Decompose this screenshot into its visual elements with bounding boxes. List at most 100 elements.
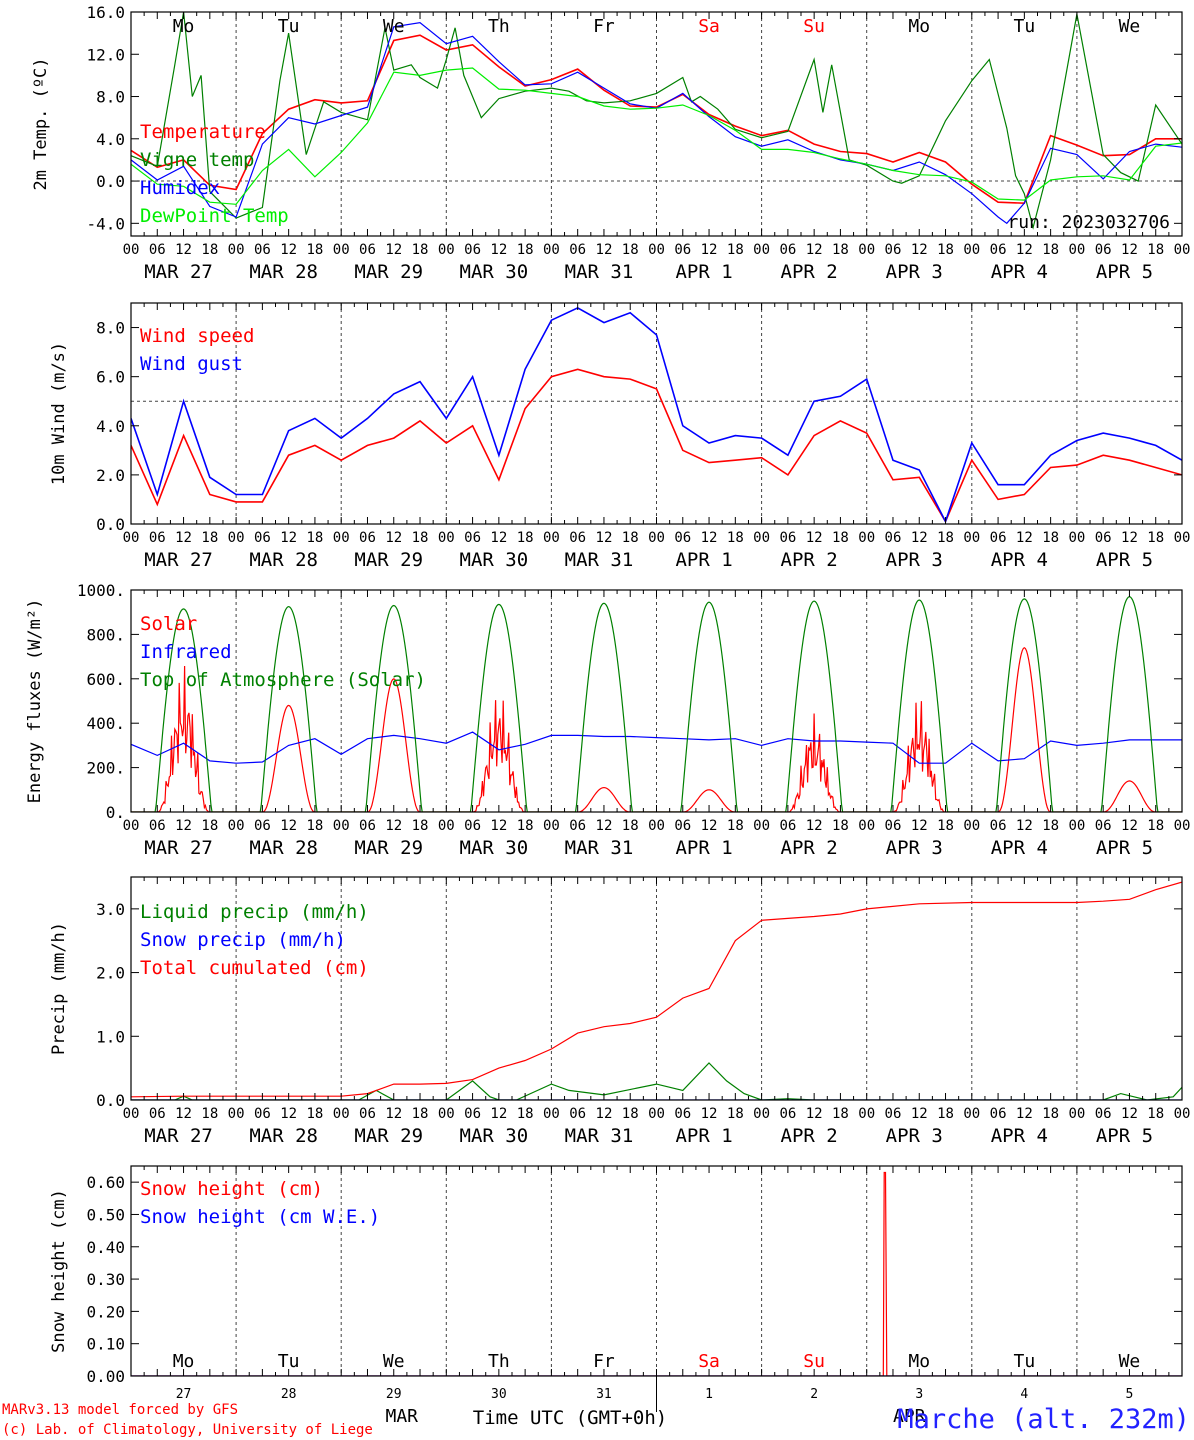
series-group <box>131 12 1182 230</box>
x-day-number: 31 <box>596 1387 612 1402</box>
x-hour-label: 06 <box>1095 1106 1112 1122</box>
x-hour-label: 00 <box>543 242 560 258</box>
series-line-liquid-precip-mm-h- <box>131 1062 1182 1100</box>
x-hour-label: 18 <box>1042 1106 1059 1122</box>
x-hour-label: 06 <box>674 242 691 258</box>
series-line-total-cumulated-cm- <box>131 881 1182 1098</box>
x-date-label: APR 5 <box>1096 1125 1153 1147</box>
x-hour-label: 18 <box>517 530 534 546</box>
x-month-label: APR <box>893 1406 926 1427</box>
x-hour-label: 00 <box>753 1106 770 1122</box>
y-tick-label: 2.0 <box>96 466 125 485</box>
y-tick-label: 0.50 <box>86 1205 125 1224</box>
x-hour-label: 06 <box>674 818 691 834</box>
x-hour-label: 00 <box>858 530 875 546</box>
x-hour-label: 12 <box>490 818 507 834</box>
x-hour-label: 12 <box>806 818 823 834</box>
x-hour-label: 06 <box>1095 818 1112 834</box>
x-hour-label: 12 <box>1016 530 1033 546</box>
x-hour-label: 00 <box>1068 1106 1085 1122</box>
y-tick-label: 8.0 <box>96 319 125 338</box>
legend-entry: Wind speed <box>140 325 254 347</box>
x-hour-label: 12 <box>280 1106 297 1122</box>
x-date-label: APR 3 <box>886 837 943 859</box>
x-hour-label: 12 <box>701 1106 718 1122</box>
x-date-label: APR 3 <box>886 549 943 571</box>
x-hour-label: 18 <box>306 242 323 258</box>
x-hour-label: 18 <box>412 242 429 258</box>
y-tick-label: 800. <box>86 625 125 644</box>
legend-entry: Total cumulated (cm) <box>140 957 369 979</box>
x-day-number: 1 <box>705 1387 713 1402</box>
x-date-label: APR 4 <box>991 261 1048 283</box>
y-tick-label: 1.0 <box>96 1027 125 1046</box>
x-hour-label: 12 <box>806 242 823 258</box>
y-tick-label: 0.40 <box>86 1238 125 1257</box>
x-hour-label: 12 <box>596 530 613 546</box>
x-hour-label: 06 <box>1095 530 1112 546</box>
weekday-label: Mo <box>908 16 930 37</box>
y-tick-label: 0.0 <box>96 1091 125 1110</box>
weekday-label: Tu <box>1014 16 1036 37</box>
x-hour-label: 06 <box>885 1106 902 1122</box>
x-hour-label: 00 <box>1068 242 1085 258</box>
x-hour-label: 06 <box>779 530 796 546</box>
x-hour-label: 12 <box>911 530 928 546</box>
weekday-label: Th <box>488 1351 510 1372</box>
x-day-number: 27 <box>176 1387 192 1402</box>
x-hour-label: 18 <box>727 242 744 258</box>
series-line-snow-height-cm- <box>131 1171 1182 1376</box>
x-hour-label: 18 <box>201 242 218 258</box>
x-hour-label: 00 <box>963 242 980 258</box>
x-date-label: MAR 27 <box>144 261 213 283</box>
x-date-label: MAR 29 <box>354 837 423 859</box>
y-tick-label: 4.0 <box>96 130 125 149</box>
station-label: Marche (alt. 232m) <box>897 1404 1190 1435</box>
y-tick-label: 200. <box>86 759 125 778</box>
x-hour-label: 12 <box>701 530 718 546</box>
x-hour-label: 18 <box>622 530 639 546</box>
x-date-label: MAR 28 <box>249 261 318 283</box>
x-hour-label: 18 <box>1042 818 1059 834</box>
x-hour-label: 06 <box>1095 242 1112 258</box>
x-date-label: APR 5 <box>1096 261 1153 283</box>
y-tick-label: -4.0 <box>86 214 125 233</box>
x-date-label: APR 5 <box>1096 837 1153 859</box>
x-hour-label: 12 <box>1016 1106 1033 1122</box>
x-hour-label: 18 <box>306 818 323 834</box>
x-hour-label: 12 <box>701 818 718 834</box>
y-axis-title: Precip (mm/h) <box>49 922 69 1055</box>
x-hour-label: 12 <box>385 818 402 834</box>
x-hour-label: 12 <box>175 242 192 258</box>
x-date-label: APR 4 <box>991 1125 1048 1147</box>
x-hour-label: 12 <box>280 530 297 546</box>
x-date-label: MAR 30 <box>460 261 529 283</box>
x-hour-label: 12 <box>911 818 928 834</box>
x-hour-label: 00 <box>1174 242 1191 258</box>
x-hour-label: 06 <box>990 242 1007 258</box>
legend-entry: Temperature <box>140 121 266 143</box>
series-group <box>131 881 1182 1100</box>
x-date-label: MAR 31 <box>565 549 634 571</box>
x-hour-label: 12 <box>1016 242 1033 258</box>
x-hour-label: 06 <box>464 530 481 546</box>
y-tick-label: 0.0 <box>96 515 125 534</box>
x-hour-label: 18 <box>201 530 218 546</box>
x-hour-label: 06 <box>885 818 902 834</box>
y-tick-label: 0.60 <box>86 1173 125 1192</box>
series-line-solar <box>131 646 1182 812</box>
x-hour-label: 00 <box>753 530 770 546</box>
x-hour-label: 18 <box>832 818 849 834</box>
x-hour-label: 06 <box>990 818 1007 834</box>
x-date-label: APR 4 <box>991 837 1048 859</box>
series-group <box>131 307 1182 524</box>
x-hour-label: 18 <box>306 530 323 546</box>
weekday-label: Sa <box>698 1351 720 1372</box>
y-axis-title: Energy fluxes (W/m²) <box>25 599 45 804</box>
x-hour-label: 18 <box>412 530 429 546</box>
x-hour-label: 00 <box>858 242 875 258</box>
x-hour-label: 12 <box>490 242 507 258</box>
x-hour-label: 06 <box>359 242 376 258</box>
x-day-number: 29 <box>386 1387 402 1402</box>
x-hour-label: 18 <box>1042 242 1059 258</box>
